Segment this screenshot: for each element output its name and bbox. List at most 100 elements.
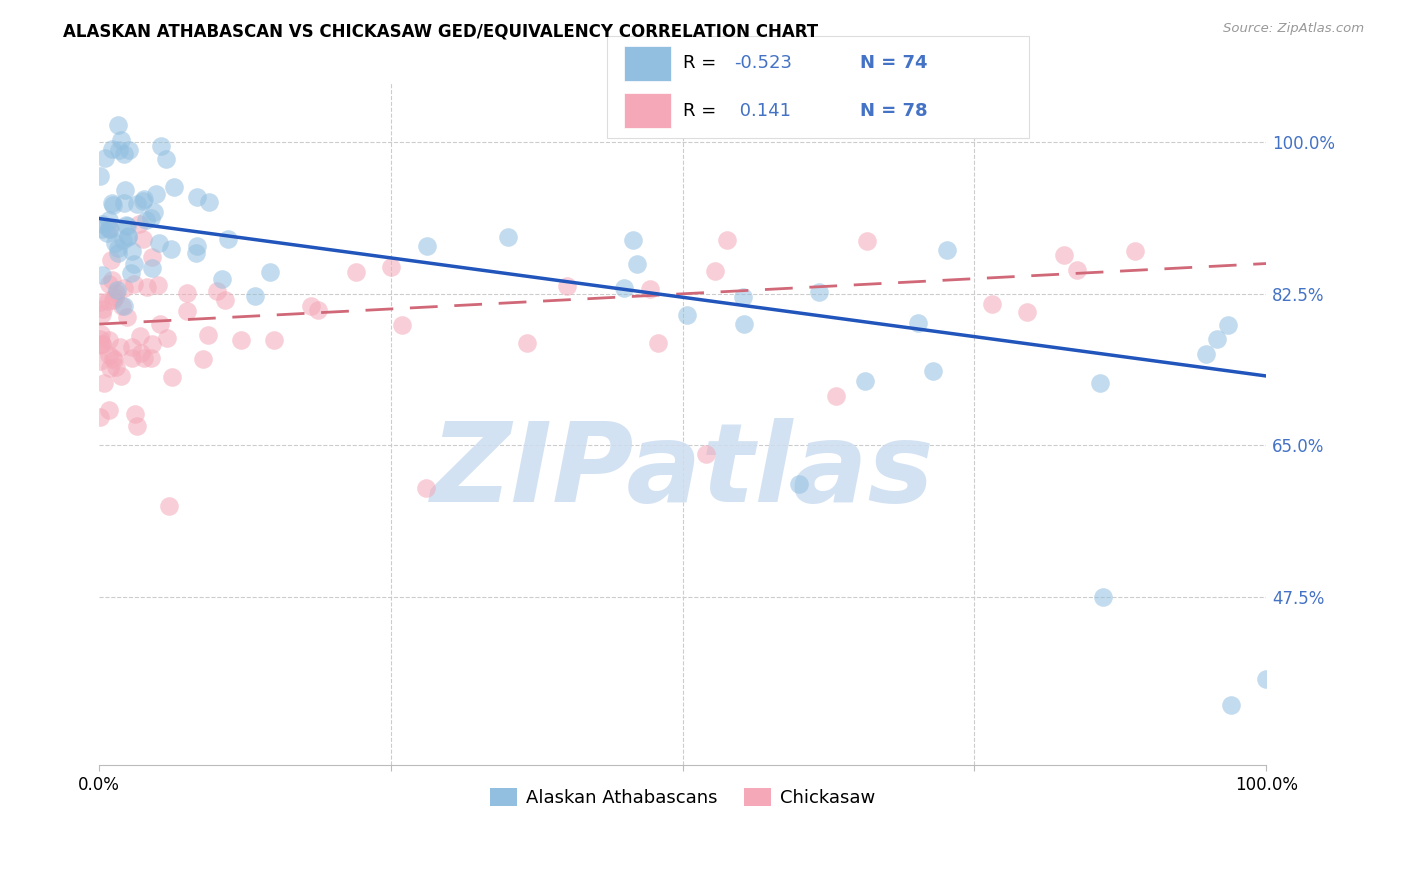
Point (98, 333, 121, 347)
FancyBboxPatch shape (624, 93, 671, 128)
Point (613, 281, 636, 295)
Point (98, 222, 121, 236)
Point (193, 352, 215, 367)
Text: ZIPatlas: ZIPatlas (430, 417, 935, 524)
Point (922, 364, 945, 378)
Point (1216, 318, 1239, 332)
Point (112, 196, 135, 211)
Point (112, 300, 135, 314)
Point (117, 228, 139, 243)
Point (110, 369, 132, 384)
Point (101, 293, 124, 307)
Point (132, 351, 155, 365)
Point (1091, 590, 1114, 604)
Point (243, 289, 266, 303)
Point (211, 272, 233, 286)
Point (143, 204, 166, 219)
Point (1256, 672, 1278, 686)
Point (89, 353, 111, 368)
Text: Source: ZipAtlas.com: Source: ZipAtlas.com (1223, 22, 1364, 36)
Point (162, 180, 184, 194)
Point (1053, 247, 1076, 261)
Point (121, 351, 143, 365)
Point (229, 333, 252, 347)
Point (416, 238, 439, 252)
Point (1206, 332, 1229, 346)
Point (111, 233, 134, 247)
Point (733, 317, 755, 331)
Point (103, 353, 125, 368)
Point (141, 337, 163, 351)
Point (118, 143, 141, 157)
Point (98, 360, 121, 375)
Point (555, 279, 578, 293)
Point (825, 389, 848, 403)
Point (159, 242, 181, 256)
Point (96, 227, 118, 241)
Point (141, 250, 163, 264)
Point (263, 333, 285, 347)
Point (1195, 347, 1218, 361)
Point (124, 407, 146, 421)
Point (197, 327, 219, 342)
Text: R =: R = (683, 54, 723, 72)
Point (936, 243, 959, 257)
Point (101, 197, 124, 211)
Point (90, 326, 112, 341)
Point (104, 285, 127, 300)
Point (114, 183, 136, 197)
Point (647, 336, 669, 351)
Point (98, 347, 121, 361)
Text: N = 78: N = 78 (860, 102, 928, 120)
Point (89, 295, 111, 310)
Point (121, 244, 143, 258)
Point (89, 332, 111, 346)
Point (981, 297, 1004, 311)
Point (98, 277, 121, 291)
Point (141, 260, 163, 275)
Point (110, 133, 132, 147)
Point (638, 282, 661, 296)
Point (101, 142, 124, 156)
Point (100, 253, 122, 268)
Point (91, 268, 114, 282)
Point (114, 218, 136, 232)
Point (626, 257, 648, 271)
Point (516, 336, 538, 351)
Point (128, 217, 150, 231)
Point (207, 284, 229, 298)
Point (100, 272, 122, 286)
Point (107, 241, 129, 255)
Point (97, 213, 120, 227)
Point (186, 190, 208, 204)
Point (134, 192, 156, 206)
Text: N = 74: N = 74 (860, 54, 928, 72)
Point (415, 482, 437, 496)
Point (105, 283, 128, 297)
Point (112, 281, 135, 295)
Point (125, 419, 148, 434)
Point (122, 257, 145, 271)
Point (115, 219, 138, 233)
Point (217, 232, 239, 246)
Point (89, 338, 111, 352)
Point (139, 211, 162, 226)
Point (101, 351, 124, 365)
Point (496, 229, 519, 244)
Point (91, 217, 114, 231)
Point (111, 299, 134, 313)
Point (789, 477, 811, 491)
Legend: Alaskan Athabascans, Chickasaw: Alaskan Athabascans, Chickasaw (482, 780, 883, 814)
Point (98, 222, 121, 236)
Point (107, 246, 129, 260)
FancyBboxPatch shape (624, 46, 671, 81)
Point (89, 169, 111, 184)
Point (703, 263, 725, 277)
Point (132, 231, 155, 245)
Point (117, 229, 139, 244)
Point (110, 340, 132, 354)
Point (853, 374, 876, 388)
Point (98, 403, 121, 417)
Point (1088, 376, 1111, 390)
Point (139, 351, 162, 365)
